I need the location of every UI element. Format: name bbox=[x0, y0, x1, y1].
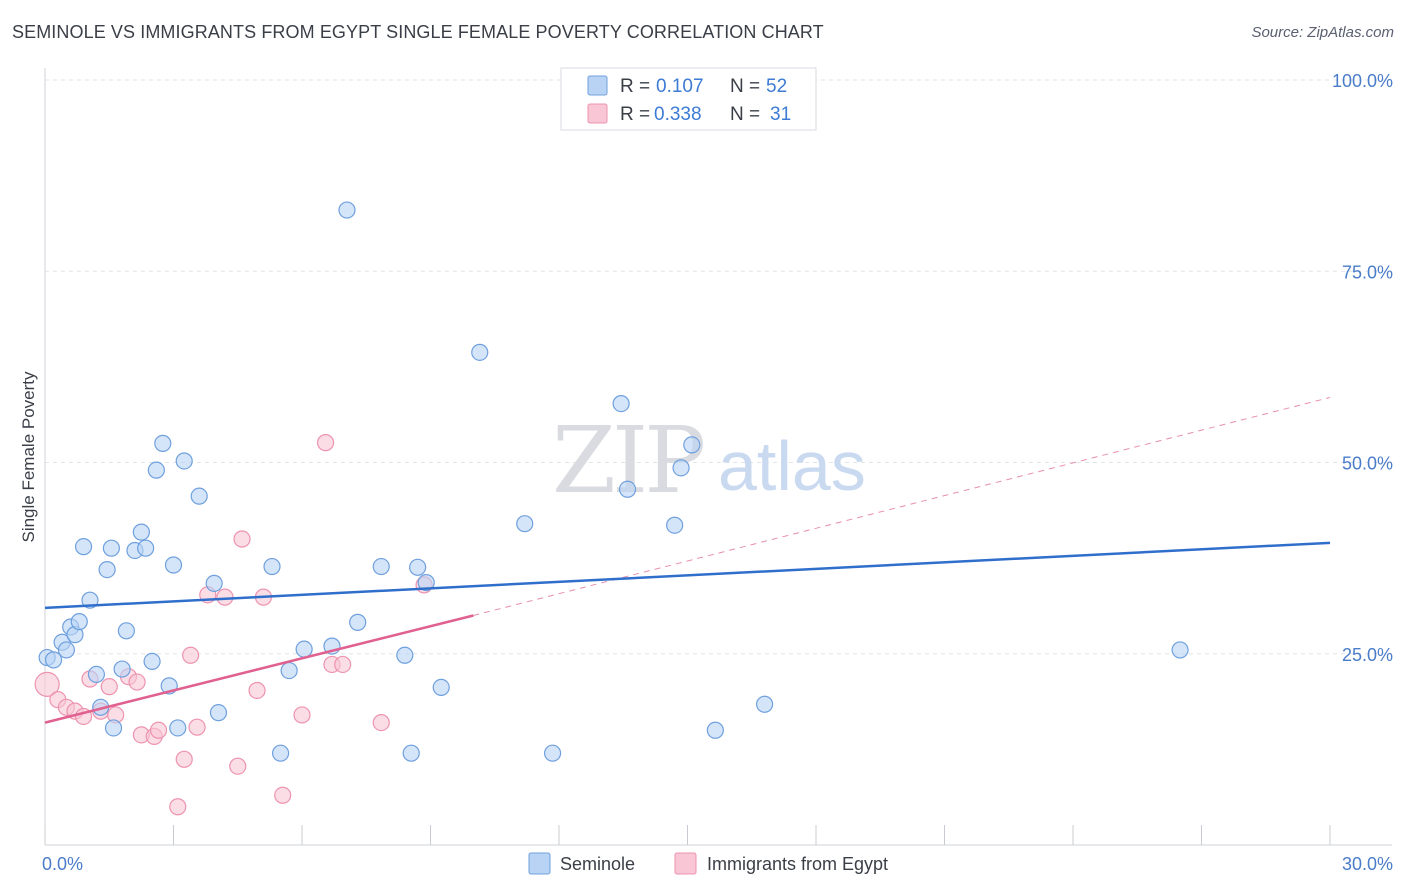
egypt-point bbox=[182, 646, 200, 664]
legend-swatch-seminole bbox=[587, 75, 608, 96]
bottom-legend-label-egypt: Immigrants from Egypt bbox=[707, 854, 888, 874]
trend-lines bbox=[44, 396, 1331, 724]
seminole-point bbox=[280, 661, 298, 680]
seminole-point bbox=[154, 434, 172, 452]
seminole-point bbox=[113, 660, 131, 678]
seminole-point bbox=[209, 704, 228, 722]
seminole-point bbox=[87, 665, 106, 684]
egypt-point bbox=[100, 678, 118, 696]
egypt-points bbox=[34, 434, 433, 816]
seminole-point bbox=[70, 613, 88, 631]
x-tick-labels: 0.0% 30.0% bbox=[42, 854, 1393, 874]
legend: R = 0.107 N = 52 R = 0.338 N = 31 bbox=[560, 67, 817, 131]
y-tick-label-0: 100.0% bbox=[1332, 71, 1393, 91]
seminole-point bbox=[143, 652, 161, 671]
egypt-trend-line bbox=[44, 614, 474, 724]
egypt-point bbox=[169, 798, 187, 816]
y-axis-label: Single Female Poverty bbox=[19, 371, 38, 543]
egypt-point bbox=[372, 713, 390, 732]
seminole-point bbox=[432, 678, 450, 697]
legend-swatch-egypt bbox=[587, 103, 608, 124]
egypt-point bbox=[188, 718, 206, 736]
seminole-point bbox=[666, 516, 684, 534]
seminole-point bbox=[1171, 641, 1189, 659]
seminole-point bbox=[349, 613, 367, 631]
egypt-point bbox=[216, 588, 234, 606]
seminole-point bbox=[618, 480, 637, 498]
seminole-point bbox=[263, 557, 281, 576]
seminole-point bbox=[74, 538, 93, 556]
seminole-point bbox=[137, 539, 155, 557]
bottom-legend-swatch-seminole bbox=[528, 852, 551, 875]
seminole-point bbox=[205, 574, 223, 592]
seminole-point bbox=[543, 744, 562, 762]
seminole-point bbox=[672, 459, 690, 477]
legend-n-label: N = bbox=[730, 76, 760, 97]
seminole-point bbox=[755, 695, 774, 713]
legend-n-value-egypt: 31 bbox=[770, 104, 791, 125]
seminole-point bbox=[44, 651, 63, 669]
seminole-trend-line bbox=[44, 541, 1331, 610]
y-tick-labels: 100.0% 75.0% 50.0% 25.0% bbox=[1332, 71, 1393, 665]
seminole-point bbox=[409, 558, 427, 576]
legend-r-value-seminole: 0.107 bbox=[656, 76, 704, 97]
bottom-legend: Seminole Immigrants from Egypt bbox=[528, 852, 888, 875]
egypt-point bbox=[293, 706, 311, 724]
grid-lines bbox=[45, 79, 1392, 655]
egypt-point bbox=[248, 681, 266, 700]
seminole-points bbox=[38, 201, 1189, 762]
chart-source: Source: ZipAtlas.com bbox=[1251, 24, 1394, 41]
egypt-point bbox=[175, 750, 193, 768]
chart-title: SEMINOLE VS IMMIGRANTS FROM EGYPT SINGLE… bbox=[12, 22, 824, 42]
seminole-point bbox=[175, 452, 193, 470]
seminole-point bbox=[417, 574, 435, 592]
seminole-point bbox=[706, 721, 724, 739]
egypt-point bbox=[229, 757, 247, 775]
egypt-point bbox=[316, 434, 335, 452]
seminole-point bbox=[169, 719, 187, 737]
seminole-point bbox=[295, 640, 313, 658]
seminole-point bbox=[132, 523, 150, 541]
egypt-point bbox=[34, 671, 60, 697]
seminole-point bbox=[102, 539, 120, 557]
seminole-point bbox=[396, 646, 414, 664]
seminole-point bbox=[164, 556, 183, 574]
x-tick-label-0: 0.0% bbox=[42, 854, 83, 874]
bottom-legend-label-seminole: Seminole bbox=[560, 854, 635, 874]
axes bbox=[44, 68, 1392, 846]
watermark: ZIP atlas bbox=[552, 407, 866, 514]
seminole-point bbox=[612, 394, 630, 413]
y-tick-label-1: 75.0% bbox=[1342, 262, 1393, 282]
seminole-point bbox=[271, 744, 290, 762]
seminole-point bbox=[338, 201, 356, 219]
legend-r-label-2: R = bbox=[620, 104, 650, 125]
x-tick-label-1: 30.0% bbox=[1342, 854, 1393, 874]
egypt-point bbox=[149, 721, 168, 739]
seminole-point bbox=[516, 515, 534, 533]
seminole-point bbox=[147, 461, 165, 479]
watermark-atlas: atlas bbox=[718, 427, 866, 505]
seminole-point bbox=[57, 641, 76, 659]
y-tick-label-3: 25.0% bbox=[1342, 645, 1393, 665]
egypt-point bbox=[128, 673, 146, 691]
seminole-point bbox=[683, 436, 701, 454]
seminole-point bbox=[190, 487, 208, 505]
seminole-point bbox=[104, 719, 123, 737]
bottom-legend-swatch-egypt bbox=[674, 852, 697, 875]
seminole-point bbox=[471, 343, 489, 361]
legend-r-label: R = bbox=[620, 76, 650, 97]
seminole-point bbox=[402, 744, 420, 762]
legend-n-label-2: N = bbox=[730, 104, 760, 125]
legend-n-value-seminole: 52 bbox=[766, 76, 787, 97]
egypt-point bbox=[334, 655, 352, 674]
egypt-point bbox=[233, 530, 251, 548]
seminole-point bbox=[98, 560, 116, 579]
seminole-point bbox=[372, 557, 390, 576]
legend-r-value-egypt: 0.338 bbox=[654, 104, 702, 125]
egypt-point bbox=[274, 786, 292, 804]
y-tick-label-2: 50.0% bbox=[1342, 454, 1393, 474]
seminole-point bbox=[117, 622, 135, 640]
